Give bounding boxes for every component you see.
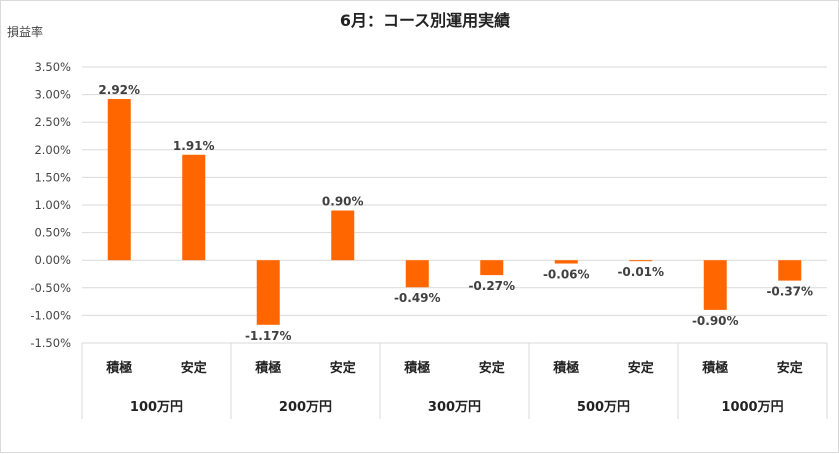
gridlines [82, 66, 827, 344]
category-label: 積極 [105, 360, 132, 376]
bar [480, 260, 504, 276]
bar [778, 260, 802, 281]
bars [107, 99, 802, 325]
bar [554, 260, 578, 264]
y-tick-label: 2.50% [34, 115, 71, 129]
bar [256, 260, 280, 325]
y-tick-label: -1.00% [30, 308, 71, 322]
data-label: 0.90% [322, 195, 364, 209]
data-label: -0.90% [692, 314, 739, 328]
group-label: 300万円 [428, 400, 481, 415]
category-label: 安定 [181, 360, 207, 376]
category-label: 安定 [777, 360, 803, 376]
data-label: 1.91% [173, 139, 215, 153]
bar [405, 260, 429, 288]
y-tick-label: 2.00% [34, 143, 71, 157]
category-label: 積極 [552, 360, 579, 376]
y-tick-label: -0.50% [30, 281, 71, 295]
category-label: 安定 [628, 360, 654, 376]
bar [107, 99, 131, 261]
data-label: -0.01% [617, 265, 664, 279]
y-tick-labels: -1.50% -1.00% -0.50% 0.00% 0.50% 1.00% 1.50% 2.… [30, 60, 71, 350]
data-label: -0.27% [468, 279, 515, 293]
y-tick-label: 0.50% [34, 226, 71, 240]
data-label: 2.92% [98, 83, 140, 97]
group-label: 500万円 [577, 400, 630, 415]
y-tick-label: -1.50% [30, 336, 71, 350]
data-label: -0.06% [543, 268, 590, 282]
y-tick-label: 1.00% [34, 198, 71, 212]
category-label: 積極 [254, 360, 281, 376]
category-label: 安定 [330, 360, 356, 376]
bar [331, 210, 355, 261]
data-label: -1.17% [245, 329, 292, 343]
data-label: -0.37% [766, 285, 813, 299]
category-label: 安定 [479, 360, 505, 376]
x-axis: 積極 安定 100万円 積極 安定 200万円 積極 安定 300万円 積極 安定 500万円 積極 安定… [81, 343, 828, 419]
chart-title: 6月：コース別運用実績 [340, 11, 510, 30]
y-tick-label: 0.00% [34, 253, 71, 267]
group-label: 100万円 [130, 400, 183, 415]
group-label: 200万円 [279, 400, 332, 415]
y-tick-label: 3.00% [34, 88, 71, 102]
group-label: 1000万円 [721, 400, 783, 415]
bar [182, 154, 206, 261]
category-label: 積極 [701, 360, 728, 376]
category-label: 積極 [403, 360, 430, 376]
data-labels: 2.92% 1.91% -1.17% 0.90% -0.49% -0.27% -0.06% -… [98, 83, 813, 343]
bar [703, 260, 727, 310]
bar [629, 260, 653, 262]
y-tick-label: 1.50% [34, 170, 71, 184]
y-axis-label: 損益率 [7, 24, 43, 39]
data-label: -0.49% [394, 291, 441, 305]
y-tick-label: 3.50% [34, 60, 71, 74]
